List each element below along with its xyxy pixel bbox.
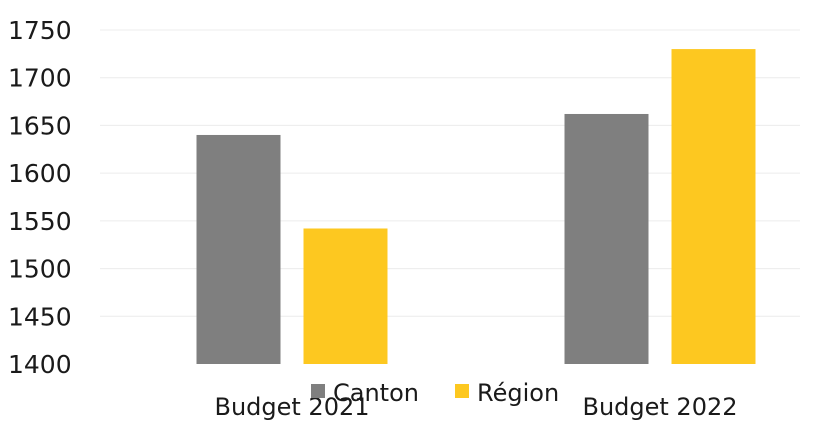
y-tick-label: 1700: [8, 64, 72, 93]
bar-r-gion-1: [671, 49, 756, 364]
y-tick-label: 1600: [8, 159, 72, 188]
y-axis-ticks: 1400 1450 1500 1550 1600 1650 1700 1750: [8, 16, 72, 379]
y-tick-label: 1450: [8, 302, 72, 331]
category-label: Budget 2021: [214, 393, 369, 421]
y-tick-label: 1550: [8, 207, 72, 236]
y-tick-label: 1750: [8, 16, 72, 45]
legend-swatch: [311, 384, 325, 398]
bar-canton-0: [196, 134, 281, 364]
bar-canton-1: [564, 113, 649, 364]
y-tick-label: 1650: [8, 111, 72, 140]
y-tick-label: 1400: [8, 350, 72, 379]
legend-swatch: [455, 384, 469, 398]
category-label: Budget 2022: [582, 393, 737, 421]
legend-label: Canton: [333, 379, 419, 407]
y-tick-label: 1500: [8, 255, 72, 284]
category-labels: Budget 2021 Budget 2022: [214, 393, 737, 421]
legend: Canton Région: [311, 379, 559, 407]
legend-label: Région: [477, 379, 559, 407]
bars: [196, 49, 756, 364]
bar-r-gion-0: [303, 228, 388, 364]
